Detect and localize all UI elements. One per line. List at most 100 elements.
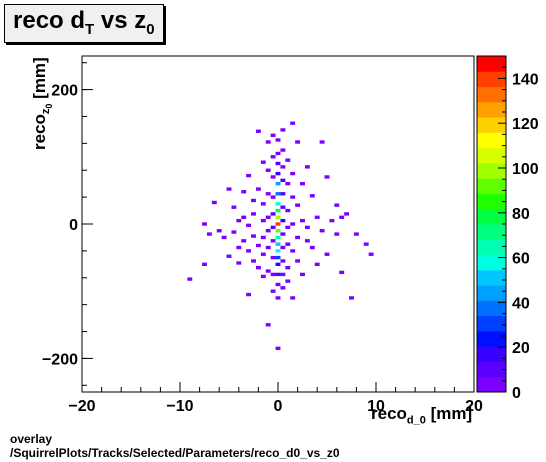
z-tick-label: 0	[512, 385, 521, 402]
z-tick-label: 120	[512, 116, 539, 133]
heatmap-bin	[363, 242, 369, 246]
heatmap-bin	[339, 270, 345, 275]
heatmap-bin	[241, 190, 247, 194]
heatmap-bin	[211, 200, 217, 205]
heatmap-bin	[275, 262, 281, 266]
heatmap-bin	[255, 187, 261, 191]
palette-swatch	[477, 330, 506, 347]
heatmap-bin	[275, 215, 281, 219]
heatmap-bin	[226, 254, 232, 258]
heatmap-bin	[290, 296, 296, 300]
heatmap-bin	[231, 230, 237, 234]
heatmap-bin	[309, 245, 315, 250]
heatmap-bin	[221, 235, 227, 240]
heatmap-bin	[314, 215, 320, 219]
heatmap-bin	[280, 192, 286, 196]
heatmap-bin	[216, 229, 222, 233]
x-tick-label: 20	[465, 398, 483, 415]
x-axis: −20 −10 0 10 20	[68, 382, 483, 415]
heatmap-bin	[265, 168, 271, 172]
heatmap-bin	[275, 346, 281, 350]
heatmap-bin	[270, 255, 276, 260]
heatmap-bin	[285, 158, 291, 162]
z-tick-label: 40	[512, 295, 530, 312]
heatmap-bin	[251, 259, 256, 263]
heatmap-bin	[270, 155, 276, 159]
heatmap-bin	[275, 151, 281, 156]
heatmap-bin	[275, 192, 281, 196]
heatmap-bin	[368, 252, 374, 256]
heatmap-bin	[319, 229, 325, 233]
heatmap-bin	[285, 266, 291, 270]
heatmap-bin	[255, 266, 261, 270]
heatmap-bin	[275, 138, 281, 142]
heatmap-bin	[275, 255, 281, 260]
heatmap-bin	[290, 121, 296, 125]
heatmap-bin	[334, 203, 340, 207]
heatmap-bin	[270, 225, 276, 230]
x-tick-label: 0	[274, 398, 283, 415]
heatmap-bin	[285, 208, 291, 213]
heatmap-bin	[275, 272, 281, 277]
y-axis-label: recoz0 [mm]	[30, 57, 55, 150]
heatmap-bin	[246, 249, 252, 253]
heatmap-bin	[304, 165, 310, 169]
heatmap-bin	[265, 192, 271, 196]
heatmap-bin	[251, 234, 256, 238]
heatmap-bin	[275, 282, 281, 287]
heatmap-bin	[270, 272, 276, 277]
heatmap-bin	[280, 286, 286, 290]
footer-line-1: overlay	[10, 432, 53, 446]
heatmap-bin	[275, 249, 281, 253]
z-axis: 0 20 40 60 80 100 120 140	[498, 55, 539, 402]
heatmap-bin	[270, 239, 276, 243]
heatmap-bin	[353, 232, 359, 236]
heatmap-bin	[280, 165, 286, 169]
heatmap-bin	[231, 205, 237, 209]
palette-swatch	[477, 178, 506, 194]
heatmap-bin	[280, 232, 286, 236]
palette-swatch	[477, 56, 506, 72]
heatmap-bin	[295, 140, 301, 144]
chart-title: reco dT vs z0	[4, 4, 164, 43]
z-tick-label: 60	[512, 251, 530, 268]
heatmap-bin	[260, 202, 266, 206]
palette-swatch	[477, 346, 506, 362]
palette-swatch	[477, 71, 506, 88]
heatmap-bin	[226, 187, 232, 191]
palette-swatch	[477, 132, 506, 149]
heatmap-bin	[265, 245, 271, 250]
heatmap-bin	[275, 296, 281, 300]
heatmap-bin	[324, 252, 330, 256]
heatmap-bin	[280, 205, 286, 209]
heatmap-bin	[270, 133, 276, 137]
heatmap-bin	[280, 272, 286, 277]
heatmap-bin	[270, 195, 276, 199]
x-tick-label: −20	[68, 398, 95, 415]
y-tick-label: −200	[42, 351, 78, 368]
palette-swatch	[477, 224, 506, 240]
palette-swatch	[477, 300, 506, 317]
heatmap-bin	[290, 249, 296, 253]
heatmap-bin	[309, 194, 315, 198]
footer-caption: overlay /SquirrelPlots/Tracks/Selected/P…	[10, 432, 340, 460]
palette-swatch	[477, 285, 506, 301]
heatmap-bin	[275, 171, 281, 176]
x-tick-label: −10	[166, 398, 193, 415]
heatmap-bin	[290, 195, 296, 199]
heatmap-bin	[236, 218, 242, 223]
palette-swatch	[477, 315, 506, 332]
heatmap-bin	[236, 261, 242, 265]
z-tick-label: 100	[512, 161, 539, 178]
y-tick-label: 200	[51, 83, 78, 100]
heatmap-bin	[275, 182, 281, 186]
heatmap-bin	[280, 218, 286, 223]
heatmap-bin	[304, 225, 310, 230]
z-tick-label: 80	[512, 206, 530, 223]
palette-swatch	[477, 147, 506, 164]
palette-swatch	[477, 86, 506, 103]
palette-swatch	[477, 376, 506, 393]
heatmap-bin	[280, 178, 286, 182]
heatmap-bin	[280, 259, 286, 263]
